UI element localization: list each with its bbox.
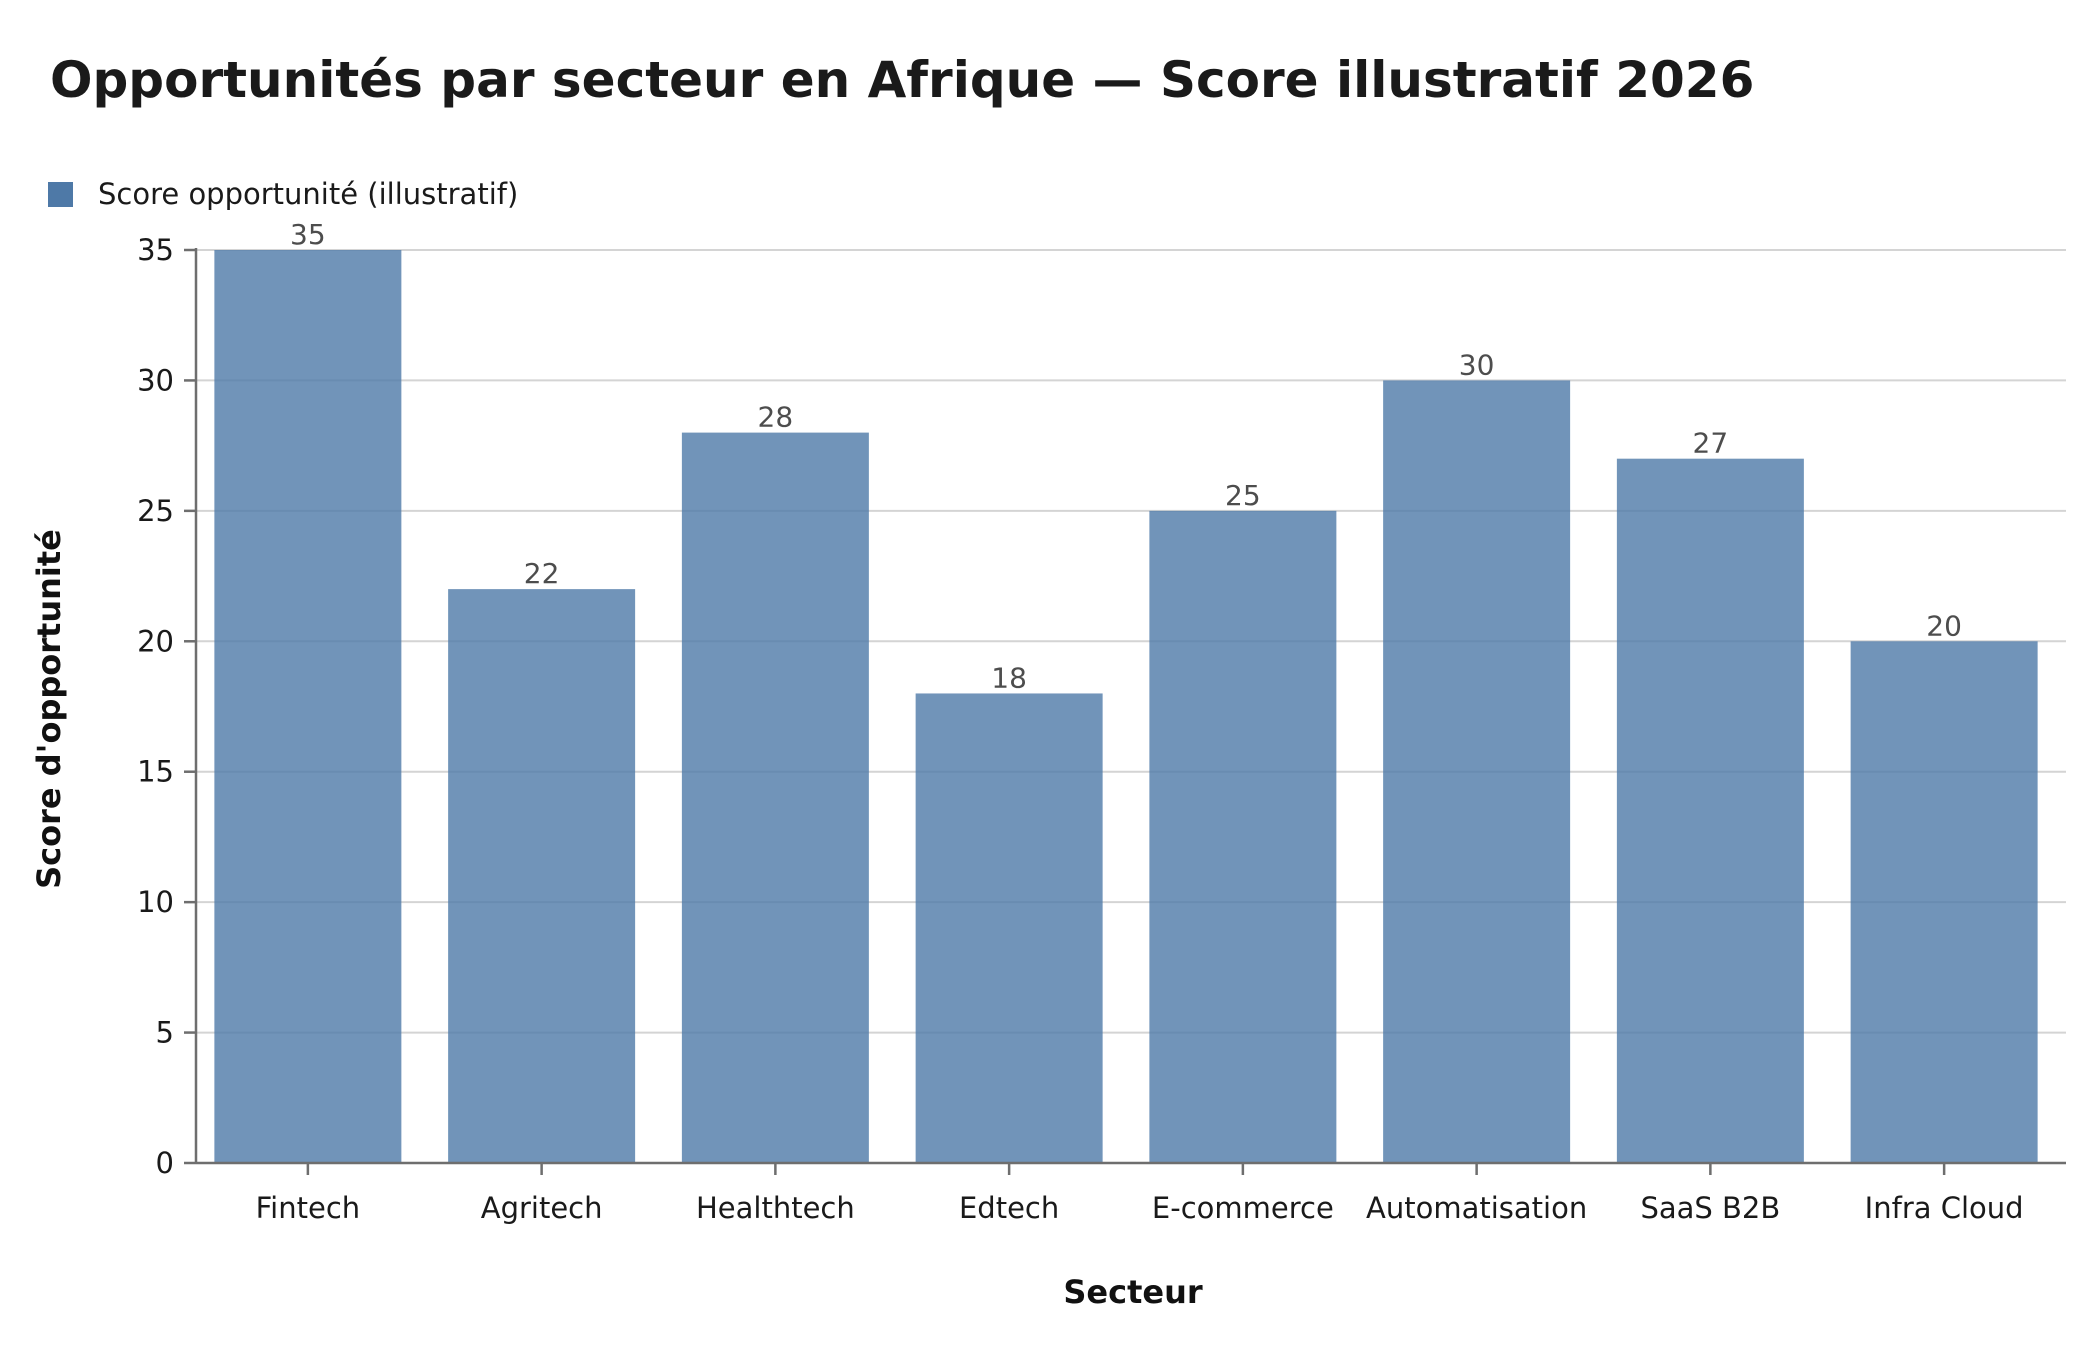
bar-agritech — [448, 589, 636, 1163]
x-axis-title: Secteur — [1063, 1273, 1203, 1311]
bar-healthtech — [681, 432, 869, 1164]
data-label: 20 — [1926, 609, 1962, 642]
data-label: 27 — [1693, 427, 1729, 460]
bar-fintech — [214, 250, 402, 1163]
x-tick-label: Edtech — [959, 1191, 1059, 1225]
data-label: 18 — [991, 661, 1027, 694]
data-label: 30 — [1459, 348, 1495, 381]
y-tick-label: 30 — [137, 363, 174, 397]
x-tick-label: Fintech — [256, 1191, 361, 1225]
bars — [214, 250, 2038, 1164]
labels: 0 5 10 15 20 25 30 35 35 Fintech 22 Agritech 28 Healt… — [137, 218, 2023, 1225]
y-tick-label: 25 — [137, 494, 174, 528]
x-tick-label: Infra Cloud — [1865, 1191, 2024, 1225]
data-label: 22 — [524, 557, 560, 590]
data-label: 28 — [758, 401, 794, 434]
legend-swatch — [48, 182, 73, 207]
legend: Score opportunité (illustratif) — [48, 177, 518, 211]
y-tick-label: 5 — [156, 1016, 174, 1050]
y-tick-label: 10 — [137, 885, 174, 919]
bar-edtech — [915, 693, 1103, 1163]
bar-automatisation — [1383, 380, 1571, 1163]
legend-label: Score opportunité (illustratif) — [98, 177, 518, 211]
y-tick-label: 35 — [137, 233, 174, 267]
chart-title: Opportunités par secteur en Afrique — Sc… — [50, 51, 1754, 109]
x-tick-label: Agritech — [481, 1191, 603, 1225]
y-tick-label: 15 — [137, 755, 174, 789]
y-axis-title: Score d'opportunité — [30, 529, 68, 889]
axes — [184, 248, 2066, 1175]
x-tick-label: Healthtech — [696, 1191, 855, 1225]
y-tick-label: 0 — [156, 1146, 174, 1180]
bar-saas-b2b — [1616, 458, 1804, 1164]
x-tick-label: Automatisation — [1366, 1191, 1587, 1225]
x-tick-label: E-commerce — [1152, 1191, 1334, 1225]
bar-infra-cloud — [1850, 641, 2038, 1163]
bar-e-commerce — [1149, 510, 1337, 1163]
x-tick-label: SaaS B2B — [1640, 1191, 1780, 1225]
data-label: 25 — [1225, 479, 1261, 512]
data-label: 35 — [290, 218, 326, 251]
y-tick-label: 20 — [137, 624, 174, 658]
